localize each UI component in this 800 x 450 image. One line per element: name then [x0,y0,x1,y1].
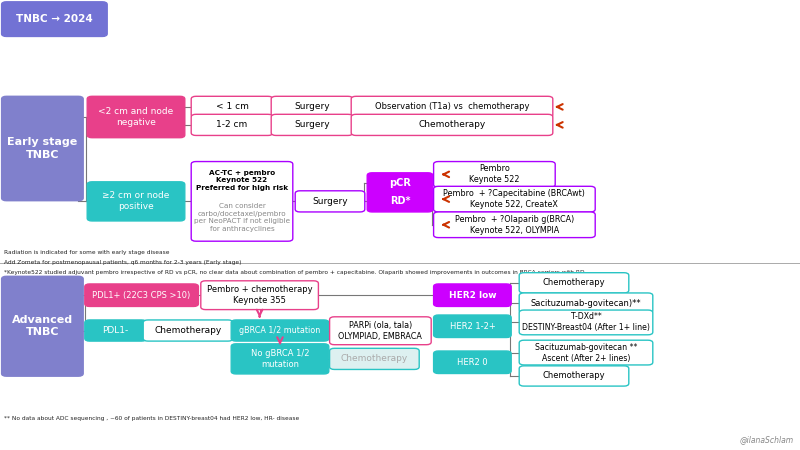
Text: *Keynote522 studied adjuvant pembro irrespective of RD vs pCR, no clear data abo: *Keynote522 studied adjuvant pembro irre… [4,270,585,274]
FancyBboxPatch shape [434,186,595,212]
Text: Chemotherapy: Chemotherapy [542,372,606,381]
Text: HER2 1-2+: HER2 1-2+ [450,322,495,331]
FancyBboxPatch shape [191,162,293,241]
Text: PDL1+ (22C3 CPS >10): PDL1+ (22C3 CPS >10) [93,291,190,300]
Text: Can consider
carbo/docetaxel/pembro
per NeoPACT if not eligible
for anthracyclin: Can consider carbo/docetaxel/pembro per … [194,203,290,232]
Text: Chemotherapy: Chemotherapy [341,355,408,364]
FancyBboxPatch shape [2,2,107,36]
Text: Pembro  + ?Olaparib g(BRCA)
Keynote 522, OLYMPIA: Pembro + ?Olaparib g(BRCA) Keynote 522, … [454,215,574,235]
Text: Surgery: Surgery [294,121,330,130]
FancyBboxPatch shape [330,317,431,345]
Text: < 1 cm: < 1 cm [215,103,249,112]
FancyBboxPatch shape [519,340,653,365]
Text: ≥2 cm or node
positive: ≥2 cm or node positive [102,191,170,212]
FancyBboxPatch shape [2,96,83,201]
Text: <2 cm and node
negative: <2 cm and node negative [98,107,174,127]
Text: HER2 0: HER2 0 [457,358,488,367]
FancyBboxPatch shape [519,273,629,293]
Text: AC-TC + pembro
Keynote 522
Preferred for high risk: AC-TC + pembro Keynote 522 Preferred for… [196,170,288,191]
Text: @ilanaSchlam: @ilanaSchlam [739,436,794,445]
FancyBboxPatch shape [85,284,198,306]
FancyBboxPatch shape [2,276,83,376]
Text: Chemotherapy: Chemotherapy [418,121,486,130]
FancyBboxPatch shape [351,96,553,117]
Text: Sacituzumab-govitecan)**: Sacituzumab-govitecan)** [530,299,642,308]
FancyBboxPatch shape [271,96,353,117]
Text: gBRCA 1/2 mutation: gBRCA 1/2 mutation [239,326,321,335]
FancyBboxPatch shape [87,182,185,221]
FancyBboxPatch shape [87,96,185,138]
FancyBboxPatch shape [434,315,511,338]
FancyBboxPatch shape [271,114,353,135]
FancyBboxPatch shape [367,191,433,212]
FancyBboxPatch shape [85,320,146,341]
FancyBboxPatch shape [201,281,318,310]
Text: T-DXd**
DESTINY-Breast04 (After 1+ line): T-DXd** DESTINY-Breast04 (After 1+ line) [522,312,650,333]
Text: Advanced
TNBC: Advanced TNBC [12,315,73,338]
FancyBboxPatch shape [143,320,233,341]
Text: Early stage
TNBC: Early stage TNBC [7,137,78,160]
Text: Chemotherapy: Chemotherapy [542,278,606,287]
Text: Observation (T1a) vs  chemotherapy: Observation (T1a) vs chemotherapy [374,103,530,112]
FancyBboxPatch shape [434,212,595,238]
Text: Pembro  + ?Capecitabine (BRCAwt)
Keynote 522, CreateX: Pembro + ?Capecitabine (BRCAwt) Keynote … [443,189,586,209]
Text: No gBRCA 1/2
mutation: No gBRCA 1/2 mutation [250,349,310,369]
Text: Surgery: Surgery [294,103,330,112]
FancyBboxPatch shape [351,114,553,135]
Text: HER2 low: HER2 low [449,291,496,300]
Text: Sacituzumab-govitecan **
Ascent (After 2+ lines): Sacituzumab-govitecan ** Ascent (After 2… [535,342,637,363]
Text: Surgery: Surgery [312,197,348,206]
FancyBboxPatch shape [191,96,273,117]
Text: ** No data about ADC sequencing , ~60 of patients in DESTINY-breast04 had HER2 l: ** No data about ADC sequencing , ~60 of… [4,416,299,421]
FancyBboxPatch shape [519,366,629,386]
Text: TNBC → 2024: TNBC → 2024 [16,14,93,24]
Text: Chemotherapy: Chemotherapy [154,326,222,335]
FancyBboxPatch shape [519,293,653,313]
FancyBboxPatch shape [191,114,273,135]
Text: Pembro
Keynote 522: Pembro Keynote 522 [469,164,520,184]
Text: PARPi (ola, tala)
OLYMPIAD, EMBRACA: PARPi (ola, tala) OLYMPIAD, EMBRACA [338,321,422,341]
Text: RD*: RD* [390,196,410,207]
FancyBboxPatch shape [434,284,511,306]
FancyBboxPatch shape [231,344,329,374]
FancyBboxPatch shape [434,162,555,187]
FancyBboxPatch shape [231,320,329,341]
Text: 1-2 cm: 1-2 cm [216,121,248,130]
Text: Radiation is indicated for some with early stage disease: Radiation is indicated for some with ear… [4,250,170,255]
FancyBboxPatch shape [367,173,433,194]
Text: pCR: pCR [389,178,411,189]
Text: Pembro + chemotherapy
Keynote 355: Pembro + chemotherapy Keynote 355 [206,285,313,305]
FancyBboxPatch shape [295,191,365,212]
Text: Add Zometa for postmenopausal patients, q6 months for 2-3 years (Early stage): Add Zometa for postmenopausal patients, … [4,260,242,265]
FancyBboxPatch shape [330,348,419,369]
Text: PDL1-: PDL1- [102,326,129,335]
FancyBboxPatch shape [519,310,653,335]
FancyBboxPatch shape [434,351,511,374]
